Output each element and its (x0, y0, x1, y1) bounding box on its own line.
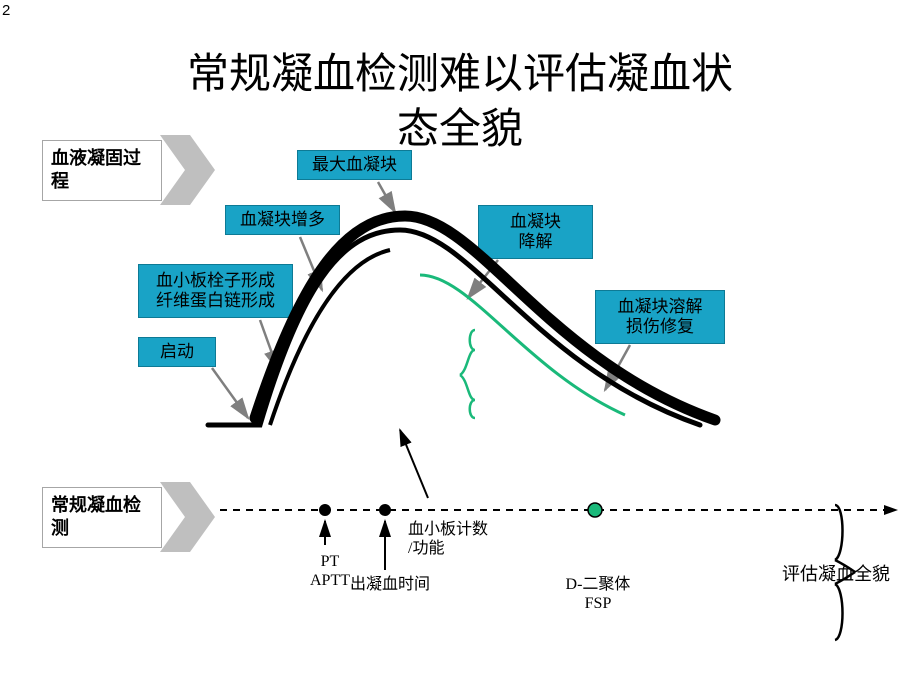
label-pt-l1: PT (321, 553, 340, 570)
label-ddimer-l2: FSP (585, 595, 612, 612)
label-bleed: 出凝血时间 (345, 575, 435, 594)
diagram-svg (0, 0, 920, 690)
label-platelet-l1: 血小板计数 (408, 521, 488, 538)
label-platelet-l2: /功能 (408, 540, 444, 557)
arrow-b4 (378, 182, 395, 212)
arrow-platelet (400, 430, 428, 498)
dot-pt (319, 504, 331, 516)
label-ddimer-l1: D-二聚体 (566, 576, 631, 593)
dot-ddimer (588, 503, 602, 517)
label-ddimer: D-二聚体 FSP (558, 575, 638, 613)
brace-green (460, 330, 475, 418)
label-pt-l2: APTT (310, 572, 350, 589)
arrow-b1 (212, 368, 248, 418)
timeline-arrowhead (884, 505, 898, 515)
curve-bold (255, 216, 715, 420)
right-summary-label: 评估凝血全貌 (782, 560, 890, 586)
label-platelet: 血小板计数 /功能 (408, 520, 508, 558)
dot-bleed (379, 504, 391, 516)
